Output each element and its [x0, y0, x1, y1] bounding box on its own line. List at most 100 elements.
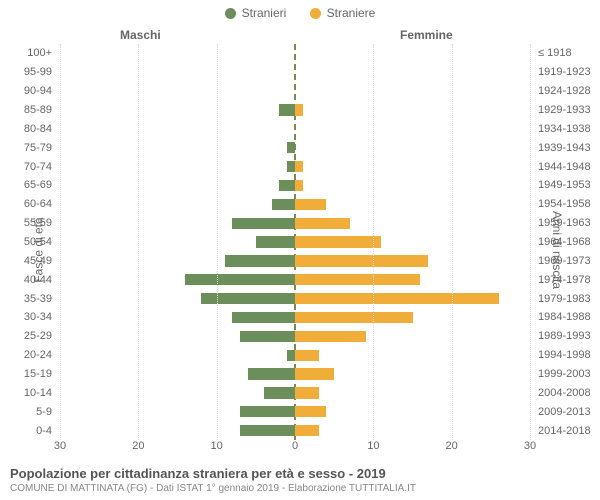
bar-male: [240, 331, 295, 342]
x-tick: 20: [132, 440, 144, 452]
age-row: [60, 383, 530, 402]
legend-swatch-female: [310, 8, 321, 19]
x-tick: 10: [211, 440, 223, 452]
bar-male: [279, 180, 295, 191]
age-row: [60, 176, 530, 195]
y-tick-birth: 1989-1993: [534, 327, 600, 346]
y-tick-birth: 1979-1983: [534, 289, 600, 308]
bar-female: [295, 312, 413, 323]
y-tick-birth: 1999-2003: [534, 365, 600, 384]
bar-male: [201, 293, 295, 304]
panel-title-male: Maschi: [120, 28, 161, 42]
y-tick-age: 10-14: [0, 383, 56, 402]
age-row: [60, 251, 530, 270]
y-tick-birth: 1949-1953: [534, 176, 600, 195]
y-ticks-age: 100+95-9990-9485-8980-8475-7970-7465-696…: [0, 44, 56, 440]
bar-male: [225, 255, 296, 266]
age-row: [60, 157, 530, 176]
age-row: [60, 195, 530, 214]
bar-male: [240, 425, 295, 436]
y-tick-birth: 1929-1933: [534, 101, 600, 120]
y-tick-birth: 1994-1998: [534, 346, 600, 365]
bar-female: [295, 406, 326, 417]
bar-male: [248, 368, 295, 379]
y-tick-age: 80-84: [0, 119, 56, 138]
bar-female: [295, 180, 303, 191]
x-tick: 30: [54, 440, 66, 452]
age-row: [60, 421, 530, 440]
bar-male: [279, 104, 295, 115]
y-tick-birth: 1919-1923: [534, 63, 600, 82]
y-tick-birth: 2004-2008: [534, 383, 600, 402]
bar-female: [295, 274, 420, 285]
y-tick-age: 35-39: [0, 289, 56, 308]
bar-male: [287, 350, 295, 361]
x-tick: 30: [524, 440, 536, 452]
y-ticks-birth: ≤ 19181919-19231924-19281929-19331934-19…: [534, 44, 600, 440]
bar-female: [295, 368, 334, 379]
bar-female: [295, 104, 303, 115]
y-tick-birth: 1974-1978: [534, 270, 600, 289]
y-tick-age: 40-44: [0, 270, 56, 289]
y-tick-birth: 1934-1938: [534, 119, 600, 138]
y-tick-birth: 1959-1963: [534, 214, 600, 233]
bar-female: [295, 425, 319, 436]
population-pyramid-chart: Stranieri Straniere Maschi Femmine Fasce…: [0, 0, 600, 500]
x-tick: 0: [292, 440, 298, 452]
age-row: [60, 346, 530, 365]
age-row: [60, 270, 530, 289]
bar-female: [295, 293, 499, 304]
age-row: [60, 327, 530, 346]
chart-subtitle: COMUNE DI MATTINATA (FG) - Dati ISTAT 1°…: [10, 483, 416, 494]
legend: Stranieri Straniere: [0, 6, 600, 22]
bar-male: [240, 406, 295, 417]
y-tick-age: 95-99: [0, 63, 56, 82]
age-row: [60, 138, 530, 157]
y-tick-birth: 1954-1958: [534, 195, 600, 214]
y-tick-age: 55-59: [0, 214, 56, 233]
y-tick-age: 45-49: [0, 251, 56, 270]
age-row: [60, 402, 530, 421]
age-row: [60, 101, 530, 120]
y-tick-birth: 1924-1928: [534, 82, 600, 101]
y-tick-age: 60-64: [0, 195, 56, 214]
y-tick-age: 65-69: [0, 176, 56, 195]
bar-male: [232, 218, 295, 229]
y-tick-age: 90-94: [0, 82, 56, 101]
y-tick-age: 25-29: [0, 327, 56, 346]
y-tick-birth: 1969-1973: [534, 251, 600, 270]
age-row: [60, 365, 530, 384]
y-tick-birth: ≤ 1918: [534, 44, 600, 63]
bar-male: [287, 161, 295, 172]
age-row: [60, 214, 530, 233]
y-tick-age: 5-9: [0, 402, 56, 421]
y-tick-age: 75-79: [0, 138, 56, 157]
y-tick-birth: 2009-2013: [534, 402, 600, 421]
y-tick-birth: 1964-1968: [534, 233, 600, 252]
y-tick-age: 50-54: [0, 233, 56, 252]
bar-female: [295, 236, 381, 247]
y-tick-birth: 1944-1948: [534, 157, 600, 176]
y-tick-age: 0-4: [0, 421, 56, 440]
y-tick-age: 15-19: [0, 365, 56, 384]
y-tick-age: 100+: [0, 44, 56, 63]
age-row: [60, 119, 530, 138]
y-tick-age: 30-34: [0, 308, 56, 327]
bar-female: [295, 199, 326, 210]
age-row: [60, 308, 530, 327]
y-tick-birth: 2014-2018: [534, 421, 600, 440]
bar-female: [295, 255, 428, 266]
age-row: [60, 289, 530, 308]
bar-male: [232, 312, 295, 323]
y-tick-age: 70-74: [0, 157, 56, 176]
bar-female: [295, 350, 319, 361]
legend-swatch-male: [225, 8, 236, 19]
panel-title-female: Femmine: [400, 28, 453, 42]
legend-item-male: Stranieri: [225, 6, 287, 20]
age-row: [60, 63, 530, 82]
legend-label-male: Stranieri: [242, 6, 287, 20]
bar-male: [287, 142, 295, 153]
x-ticks: 3020100102030: [60, 440, 530, 454]
y-tick-age: 85-89: [0, 101, 56, 120]
bar-male: [272, 199, 296, 210]
